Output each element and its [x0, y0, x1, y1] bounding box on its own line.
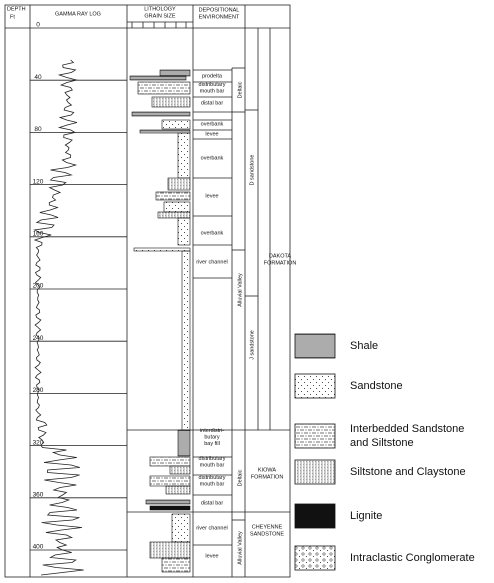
- environment-label: levee: [205, 131, 218, 137]
- depth-tick-label: 320: [33, 439, 44, 446]
- header-depth: Ft: [10, 14, 15, 20]
- environment-label: mouth bar: [200, 89, 225, 95]
- legend-label: Siltstone and Claystone: [350, 466, 466, 478]
- frame: [4, 4, 291, 578]
- environment-label: overbank: [201, 230, 224, 236]
- legend-label: and Siltstone: [350, 437, 414, 449]
- legend-label: Interbedded Sandstone: [350, 423, 464, 435]
- header-depth: DEPTH: [7, 6, 26, 12]
- depth-tick-label: 200: [33, 283, 44, 290]
- depth-tick-label: 400: [33, 544, 44, 551]
- legend-swatch: [294, 545, 336, 571]
- depth-tick-label: 120: [33, 178, 44, 185]
- depth-tick-label: 160: [33, 231, 44, 238]
- headers: DEPTH Ft GAMMA RAY LOG LITHOLOGY GRAIN S…: [7, 6, 240, 20]
- unit-label: Alluvial Valley: [237, 531, 243, 565]
- legend-label: Sandstone: [350, 380, 403, 392]
- units: Deltaic D sandstone Alluvial Valley J sa…: [237, 81, 296, 564]
- header-gamma: GAMMA RAY LOG: [55, 11, 101, 17]
- unit-label: Deltaic: [237, 81, 243, 98]
- environment-label: mouth bar: [200, 482, 225, 488]
- depth-tick-label: 0: [36, 22, 40, 29]
- legend-swatch: [294, 373, 336, 399]
- environment-label: mouth bar: [200, 463, 225, 469]
- unit-label: D sandstone: [249, 155, 255, 186]
- legend: Shale Sandstone Interbedded Sandstone and S…: [294, 333, 475, 571]
- environment-label: river channel: [196, 259, 228, 265]
- environment-label: levee: [205, 553, 218, 559]
- unit-label: KIOWA: [258, 467, 276, 473]
- legend-swatch: [294, 333, 336, 359]
- environment-label: distal bar: [201, 100, 223, 106]
- header-environment: ENVIRONMENT: [199, 14, 240, 20]
- unit-label: Deltaic: [237, 469, 243, 486]
- legend-swatch: [294, 423, 336, 449]
- legend-swatch: [294, 503, 336, 529]
- lithology-column: [129, 69, 191, 573]
- depth-grid: 0 40 80 120 160 200 240 280 320 360 400: [30, 22, 127, 551]
- unit-label: J sandstone: [249, 330, 255, 360]
- environment-label: distributary: [199, 456, 226, 462]
- legend-label: Shale: [350, 340, 378, 352]
- header-lithology: LITHOLOGY: [144, 6, 176, 12]
- depth-tick-label: 80: [34, 126, 42, 133]
- gamma-ray-curve: [33, 59, 84, 576]
- unit-label: Alluvial Valley: [237, 273, 243, 307]
- header-lithology: GRAIN SIZE: [144, 13, 176, 19]
- environment-label: butary: [204, 434, 220, 440]
- environment-label: levee: [205, 193, 218, 199]
- legend-swatch: [294, 459, 336, 485]
- environment-label: distal bar: [201, 500, 223, 506]
- unit-label: DAKOTA: [269, 253, 292, 259]
- legend-label: Lignite: [350, 510, 382, 522]
- unit-label: FORMATION: [251, 474, 284, 480]
- depth-tick-label: 360: [33, 492, 44, 499]
- depth-tick-label: 40: [34, 74, 42, 81]
- legend-label: Intraclastic Conglomerate: [350, 552, 475, 564]
- environment-label: interdistri-: [200, 428, 224, 434]
- environment-label: river channel: [196, 525, 228, 531]
- depth-tick-label: 280: [33, 387, 44, 394]
- header-environment: DEPOSITIONAL: [199, 7, 240, 13]
- environment-label: overbank: [201, 121, 224, 127]
- environment-label: bay fill: [204, 441, 220, 447]
- unit-label: FORMATION: [264, 260, 297, 266]
- environment-label: overbank: [201, 155, 224, 161]
- environment-label: distributary: [199, 82, 226, 88]
- unit-label: CHEYENNE: [252, 524, 283, 530]
- depth-tick-label: 240: [33, 335, 44, 342]
- environment-label: distributary: [199, 475, 226, 481]
- unit-label: SANDSTONE: [250, 531, 284, 537]
- environment-label: prodelta: [202, 73, 223, 79]
